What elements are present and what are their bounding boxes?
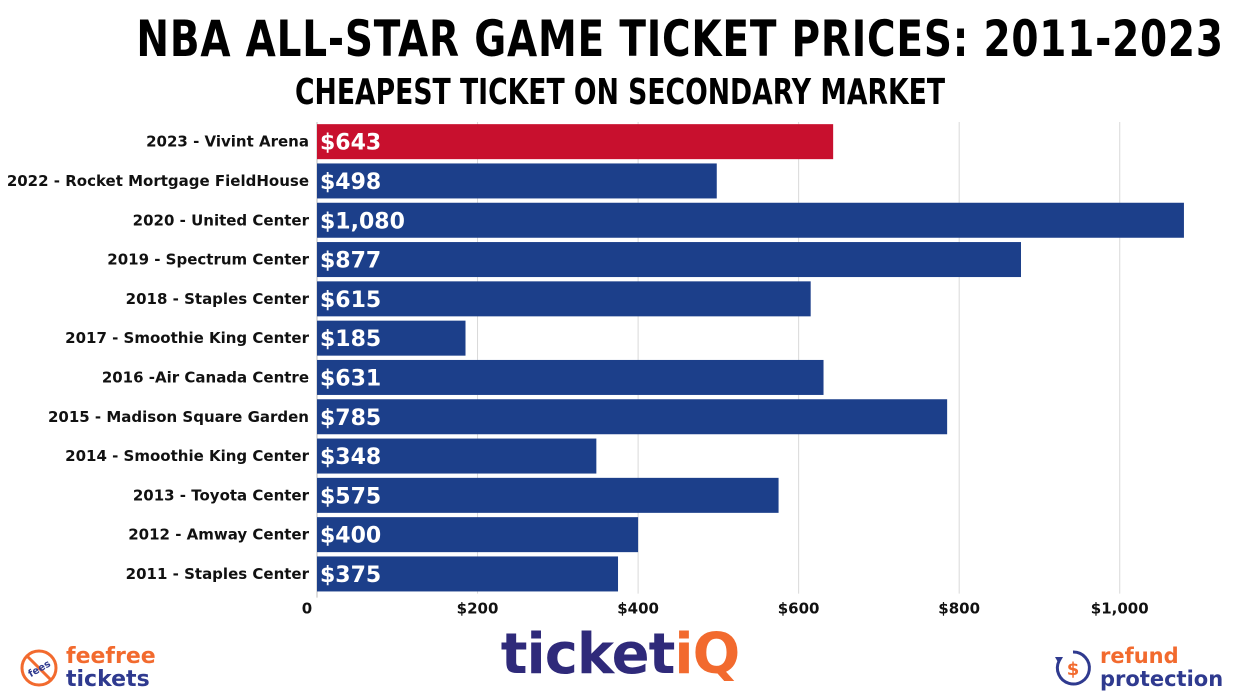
bar-11 <box>317 556 619 592</box>
bar-3 <box>317 242 1021 278</box>
value-label-7: $785 <box>320 406 381 431</box>
value-label-5: $185 <box>320 327 381 352</box>
bar-0 <box>317 124 834 160</box>
category-label-4: 2018 - Staples Center <box>126 290 310 308</box>
category-label-11: 2011 - Staples Center <box>126 565 310 583</box>
value-label-2: $1,080 <box>320 209 405 234</box>
refund-dollar-sign: $ <box>1067 659 1080 680</box>
tickets-text: tickets <box>66 667 150 692</box>
brand-accent-text: iQ <box>674 622 740 687</box>
category-label-9: 2013 - Toyota Center <box>133 486 310 504</box>
value-label-0: $643 <box>320 131 381 156</box>
x-tick-label-4: $800 <box>938 600 980 618</box>
refund-icon: $ <box>1055 650 1091 686</box>
category-label-8: 2014 - Smoothie King Center <box>65 447 309 465</box>
value-label-6: $631 <box>320 366 381 391</box>
value-label-1: $498 <box>320 170 381 195</box>
x-tick-label-5: $1,000 <box>1091 600 1149 618</box>
no-fees-icon: fees <box>20 649 58 687</box>
category-label-6: 2016 -Air Canada Centre <box>102 368 309 386</box>
category-label-5: 2017 - Smoothie King Center <box>65 329 309 347</box>
category-label-1: 2022 - Rocket Mortgage FieldHouse <box>7 172 309 190</box>
bar-6 <box>317 359 824 395</box>
x-tick-label-1: $200 <box>457 600 499 618</box>
feefree-tickets-logo: fees feefree tickets <box>18 636 156 700</box>
value-label-9: $575 <box>320 484 381 509</box>
ticketiq-logo: ticketiQ <box>0 622 1240 687</box>
x-tick-label-3: $600 <box>778 600 820 618</box>
value-label-11: $375 <box>320 563 381 588</box>
category-label-3: 2019 - Spectrum Center <box>107 251 309 269</box>
bar-5 <box>317 320 466 356</box>
bar-8 <box>317 438 597 474</box>
x-tick-label-2: $400 <box>617 600 659 618</box>
bar-7 <box>317 399 948 435</box>
bar-2 <box>317 202 1184 238</box>
brand-main-text: ticket <box>500 622 676 687</box>
category-label-2: 2020 - United Center <box>133 211 310 229</box>
bar-1 <box>317 163 717 199</box>
value-label-4: $615 <box>320 288 381 313</box>
value-label-3: $877 <box>320 249 381 274</box>
bar-4 <box>317 281 811 317</box>
value-label-10: $400 <box>320 524 381 549</box>
feefree-text: feefree <box>66 644 156 669</box>
bar-9 <box>317 477 779 513</box>
refund-text: refund <box>1100 644 1179 668</box>
x-tick-label-0: 0 <box>302 600 312 618</box>
value-label-8: $348 <box>320 445 381 470</box>
bar-10 <box>317 517 639 553</box>
category-label-0: 2023 - Vivint Arena <box>146 133 309 151</box>
chart-title: NBA ALL-STAR GAME TICKET PRICES: 2011-20… <box>136 10 1224 68</box>
category-label-7: 2015 - Madison Square Garden <box>48 408 309 426</box>
category-label-10: 2012 - Amway Center <box>128 526 309 544</box>
protection-text: protection <box>1100 667 1224 691</box>
chart-subtitle: CHEAPEST TICKET ON SECONDARY MARKET <box>294 72 946 113</box>
refund-protection-logo: $ refund protection <box>1052 636 1223 700</box>
